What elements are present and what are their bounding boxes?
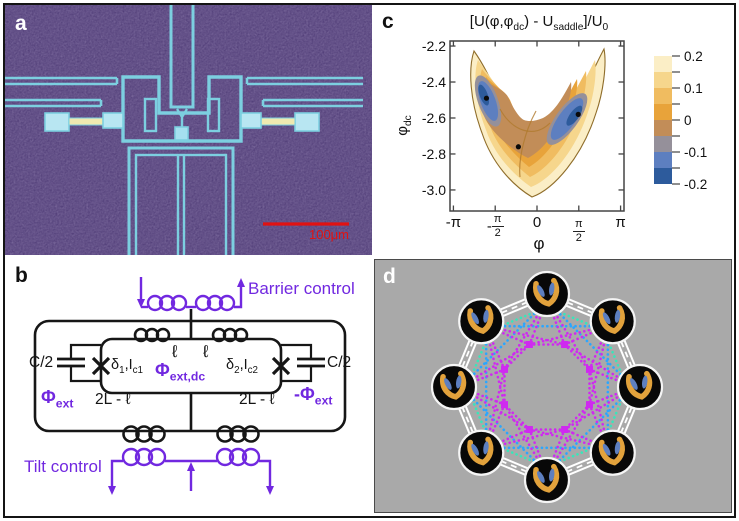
axis-ticks: [450, 41, 624, 211]
double-well-thumbnail: [598, 305, 625, 335]
qubit-circuit: [33, 309, 347, 443]
y-tick-label: -2.4: [421, 74, 446, 91]
qubit-node: [430, 363, 478, 411]
coupler-node: [561, 425, 569, 433]
inductor-right-label: ℓ: [203, 342, 209, 361]
shunt-capacitor-right: [281, 343, 325, 383]
coupler-node: [525, 341, 533, 349]
tilt-control-label: Tilt control: [24, 457, 102, 476]
double-well-thumbnail: [625, 370, 653, 400]
barrier-control-label: Barrier control: [248, 279, 355, 298]
coupler-node: [525, 425, 533, 433]
scale-bar: 100μm: [263, 222, 349, 242]
josephson-junction-right: [271, 356, 291, 376]
coupler-node: [585, 401, 593, 409]
double-well-thumbnail: [532, 277, 560, 307]
capacitor-left-label: C/2: [29, 354, 54, 371]
big-inductor-left-label: 2L - ℓ: [95, 391, 131, 408]
shunt-capacitor-left: [57, 343, 101, 383]
panel-a: 100μm a: [5, 5, 372, 255]
outer-inductor-right: [216, 425, 260, 443]
x-tick-label: 0: [532, 214, 542, 231]
panel-c-label: c: [382, 10, 394, 33]
coupler-node: [501, 365, 509, 373]
x-tick-label: -π: [445, 214, 462, 231]
qubit-node: [523, 456, 571, 504]
network-diagram: [375, 260, 731, 512]
double-well-thumbnail: [467, 436, 494, 466]
inner-inductor-left: [133, 327, 171, 343]
panel-d: d: [374, 259, 732, 513]
capacitor-right-label: C/2: [327, 354, 352, 371]
double-well-thumbnail: [439, 370, 467, 400]
coupler-links: [458, 298, 636, 476]
critical-point: [515, 144, 521, 150]
josephson-junction-left: [91, 356, 111, 376]
critical-point: [575, 111, 581, 117]
inner-inductor-right: [211, 327, 249, 343]
coupler-node: [501, 401, 509, 409]
tilt-control-line: [108, 447, 274, 495]
colorbar: [654, 55, 680, 185]
double-well-thumbnail: [467, 305, 494, 335]
critical-point: [483, 95, 490, 101]
circuit-diagram: [33, 277, 347, 495]
contour-plot: [449, 40, 680, 212]
y-tick-label: -2.8: [421, 145, 446, 162]
contour-bands: [470, 47, 606, 198]
x-tick-label: π: [615, 214, 626, 231]
qubit-node: [589, 429, 636, 476]
qubit-node: [523, 270, 571, 318]
chart-title: [U(φ,φdc) - Usaddle]/U0: [469, 13, 609, 33]
coupler-node: [561, 341, 569, 349]
barrier-control-line: [137, 277, 245, 312]
panel-b: b Barrier control Tilt control C/2 C/2 δ…: [5, 257, 372, 514]
junction-right-label: δ2,Ic2: [226, 357, 259, 376]
qubit-node: [458, 429, 505, 476]
y-tick-label: -2.2: [421, 38, 446, 55]
panel-c: -2.2 -2.4 -2.6 -2.8 -3.0 -π - π 2 0 π 2 π 0.2 0.1 0 -0.1…: [374, 5, 735, 255]
y-tick-label: -2.6: [421, 109, 446, 126]
big-inductor-right-label: 2L - ℓ: [239, 391, 275, 408]
qubit-node: [616, 363, 664, 411]
y-axis-label: φdc: [393, 115, 414, 136]
flux-right-label: -Φext: [294, 384, 333, 408]
flux-left-label: Φext: [41, 387, 74, 411]
qubit-node: [458, 298, 505, 345]
double-well-thumbnail: [532, 463, 560, 493]
panel-b-label: b: [15, 264, 28, 287]
double-well-thumbnail: [598, 436, 625, 466]
inductor-left-label: ℓ: [172, 342, 178, 361]
colorbar-tick-label: 0: [684, 113, 692, 128]
colorbar-tick-label: -0.1: [684, 145, 708, 160]
qubit-nodes: [430, 270, 664, 504]
panel-d-label: d: [383, 265, 396, 288]
x-axis-label: φ: [533, 234, 545, 253]
panel-a-label: a: [15, 12, 27, 35]
colorbar-tick-label: -0.2: [684, 177, 708, 192]
y-tick-label: -3.0: [421, 181, 446, 198]
coupler-node: [585, 365, 593, 373]
scale-bar-label: 100μm: [309, 227, 349, 242]
colorbar-tick-label: 0.2: [684, 49, 703, 64]
micrograph-circuit-traces: [5, 5, 365, 255]
micrograph-image: 100μm: [5, 5, 372, 255]
outer-inductor-left: [122, 425, 166, 443]
next-nearest-links: [459, 299, 635, 475]
qubit-node: [589, 298, 636, 345]
junction-left-label: δ1,Ic1: [111, 357, 144, 376]
flux-dc-label: Φext,dc: [155, 360, 206, 384]
colorbar-tick-label: 0.1: [684, 81, 703, 96]
